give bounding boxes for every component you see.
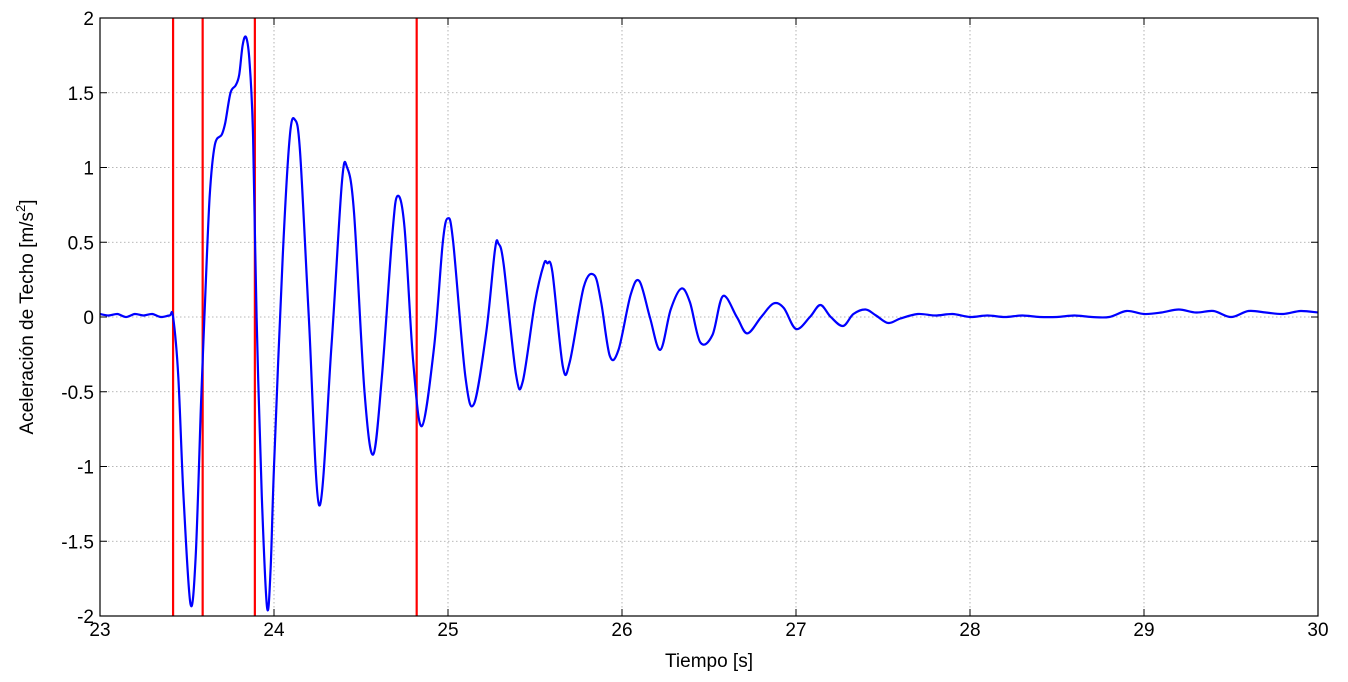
x-tick-labels: 23 24 25 26 27 28 29 30: [89, 620, 1328, 641]
plot-frame: [99, 17, 1319, 617]
y-axis-label: Aceleración de Techo [m/s2]: [13, 199, 38, 434]
y-tick-label: -1: [77, 458, 94, 479]
x-tick-label: 30: [1307, 620, 1328, 641]
y-tick-label: 1.5: [68, 84, 94, 105]
y-tick-labels: -2 -1.5 -1 -0.5 0 0.5 1 1.5 2: [61, 9, 94, 628]
series-line-acceleration: [99, 35, 1319, 612]
y-tick-label: 2: [83, 9, 94, 30]
x-tick-label: 26: [611, 620, 632, 641]
y-tick-label: 0: [83, 308, 94, 329]
x-tick-label: 24: [263, 620, 285, 641]
y-axis-label-close: ]: [17, 199, 38, 204]
y-axis-label-superscript: 2: [13, 205, 28, 212]
x-tick-label: 23: [89, 620, 110, 641]
y-tick-label: -2: [77, 607, 94, 628]
x-tick-label: 29: [1133, 620, 1154, 641]
y-axis-label-main: Aceleración de Techo [m/s: [17, 212, 38, 435]
x-axis-label: Tiempo [s]: [665, 651, 753, 672]
x-tick-label: 28: [959, 620, 980, 641]
x-tick-label: 27: [785, 620, 806, 641]
grid: [100, 18, 1318, 616]
y-tick-label: -0.5: [61, 383, 94, 404]
y-tick-label: -1.5: [61, 532, 94, 553]
x-tick-label: 25: [437, 620, 458, 641]
y-tick-label: 1: [83, 159, 94, 180]
y-tick-label: 0.5: [68, 233, 94, 254]
